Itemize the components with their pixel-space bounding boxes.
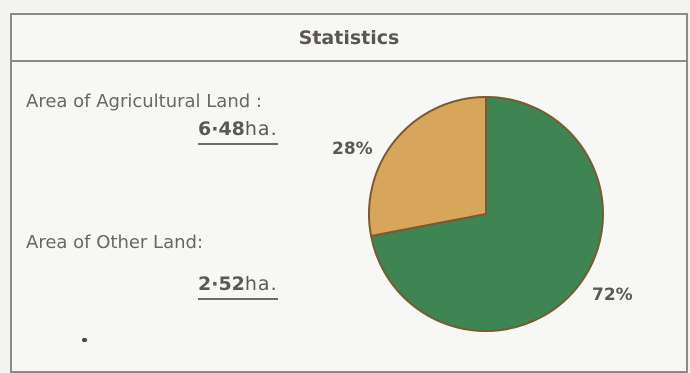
other-land-label: Area of Other Land: bbox=[26, 232, 204, 253]
pie-label-agricultural: 72% bbox=[592, 285, 633, 305]
other-land-value: 2·52ha. bbox=[198, 273, 278, 300]
agricultural-land-number: 6·48 bbox=[198, 118, 245, 140]
pie-label-other: 28% bbox=[332, 139, 373, 159]
agricultural-land-label: Area of Agricultural Land : bbox=[26, 91, 262, 112]
panel-title: Statistics bbox=[12, 15, 686, 62]
print-speck bbox=[82, 338, 87, 342]
agricultural-land-unit: ha. bbox=[244, 118, 278, 140]
pie-slice-other bbox=[368, 96, 487, 237]
other-land-number: 2·52 bbox=[198, 273, 245, 295]
other-land-unit: ha. bbox=[244, 273, 278, 295]
agricultural-land-value: 6·48ha. bbox=[198, 118, 278, 145]
